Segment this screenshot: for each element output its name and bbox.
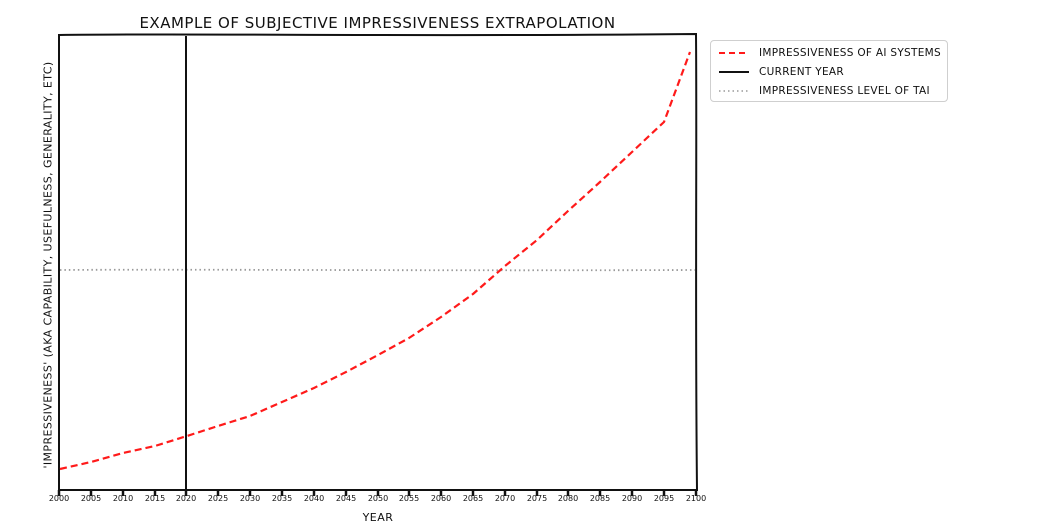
dashed-line-swatch-icon	[717, 48, 751, 58]
x-tick-label: 2030	[239, 494, 261, 503]
legend-label: IMPRESSIVENESS LEVEL OF TAI	[759, 84, 930, 97]
x-tick-label: 2070	[494, 494, 516, 503]
x-tick-label: 2000	[48, 494, 70, 503]
x-tick-label: 2005	[80, 494, 102, 503]
plot-frame	[57, 32, 699, 492]
x-tick-label: 2075	[526, 494, 548, 503]
x-tick-label: 2045	[335, 494, 357, 503]
x-tick-label: 2060	[430, 494, 452, 503]
x-axis-label: YEAR	[362, 511, 394, 524]
x-tick-label: 2065	[462, 494, 484, 503]
x-tick-label: 2015	[144, 494, 166, 503]
x-tick-label: 2050	[367, 494, 389, 503]
x-tick-label: 2085	[589, 494, 611, 503]
dotted-line-swatch-icon	[717, 86, 751, 96]
x-tick-label: 2025	[207, 494, 229, 503]
x-tick-label: 2100	[685, 494, 707, 503]
x-tick-label: 2080	[557, 494, 579, 503]
solid-line-swatch-icon	[717, 67, 751, 77]
chart-title: EXAMPLE OF SUBJECTIVE IMPRESSIVENESS EXT…	[139, 14, 616, 32]
ai-impressiveness-line	[59, 51, 692, 471]
x-tick-label: 2040	[303, 494, 325, 503]
x-tick-label: 2020	[175, 494, 197, 503]
legend: IMPRESSIVENESS OF AI SYSTEMS CURRENT YEA…	[710, 40, 948, 102]
x-tick-label: 2055	[398, 494, 420, 503]
legend-label: CURRENT YEAR	[759, 65, 844, 78]
x-tick-label: 2010	[112, 494, 134, 503]
legend-item-current-year: CURRENT YEAR	[717, 62, 941, 81]
tai-level-line	[59, 268, 696, 272]
x-tick-label: 2090	[621, 494, 643, 503]
legend-item-tai-level: IMPRESSIVENESS LEVEL OF TAI	[717, 81, 941, 100]
y-axis-label: 'IMPRESSIVENESS' (AKA CAPABILITY, USEFUL…	[41, 61, 55, 469]
x-tick-label: 2035	[271, 494, 293, 503]
legend-label: IMPRESSIVENESS OF AI SYSTEMS	[759, 46, 941, 59]
current-year-line	[184, 35, 188, 490]
legend-item-ai-systems: IMPRESSIVENESS OF AI SYSTEMS	[717, 43, 941, 62]
x-ticks	[57, 490, 698, 496]
x-tick-label: 2095	[653, 494, 675, 503]
